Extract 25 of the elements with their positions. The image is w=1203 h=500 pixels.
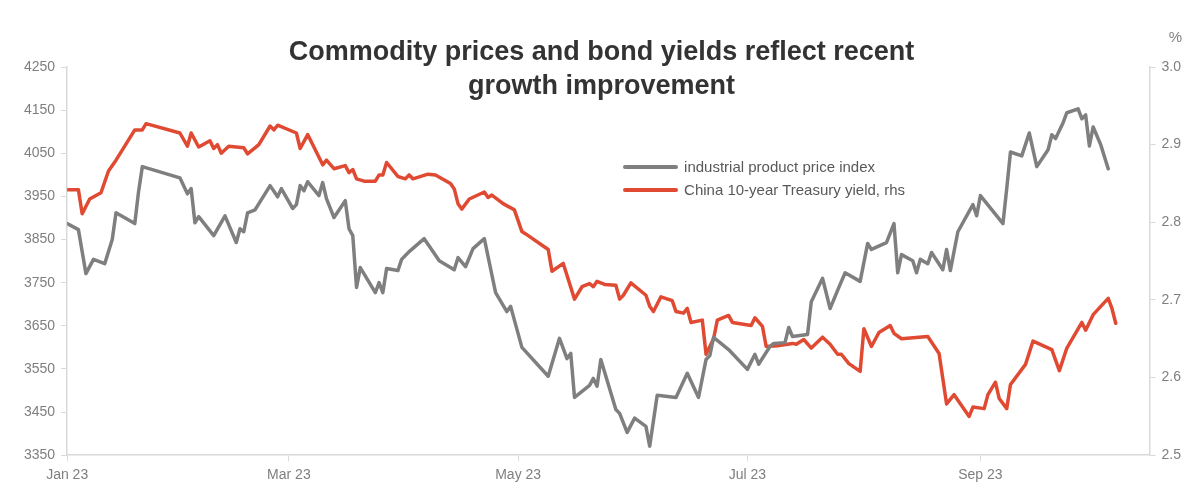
y2-tick-label: 2.6: [1161, 368, 1182, 385]
legend-label: industrial product price index: [684, 158, 875, 175]
y-tick-label: 3750: [23, 273, 56, 290]
y-tick-label: 4250: [23, 57, 56, 74]
x-tick-label: Mar 23: [267, 466, 311, 483]
y-tick-label: 3350: [23, 446, 56, 463]
y2-tick-label: 2.9: [1161, 135, 1182, 152]
y2-axis-title: %: [1168, 27, 1183, 45]
y2-tick-label: 2.5: [1161, 446, 1182, 463]
y-tick-label: 4150: [23, 100, 56, 117]
chart-title: Commodity prices and bond yields reflect recent growth improvement: [287, 35, 916, 102]
y2-tick-label: 3.0: [1161, 57, 1182, 74]
x-tick-label: Jan 23: [46, 466, 89, 483]
legend-label: China 10-year Treasury yield, rhs: [684, 181, 905, 198]
x-tick-label: Sep 23: [958, 466, 1003, 483]
y-tick-label: 3550: [23, 359, 56, 376]
x-tick-label: Jul 23: [728, 466, 767, 483]
y-tick-label: 3950: [23, 187, 56, 204]
y-tick-label: 3650: [23, 316, 56, 333]
y2-tick-label: 2.7: [1161, 290, 1182, 307]
y-tick-label: 3850: [23, 230, 56, 247]
x-tick-label: May 23: [495, 466, 542, 483]
y-tick-label: 3450: [23, 402, 56, 419]
y-tick-label: 4050: [23, 144, 56, 161]
y2-tick-label: 2.8: [1161, 213, 1182, 230]
